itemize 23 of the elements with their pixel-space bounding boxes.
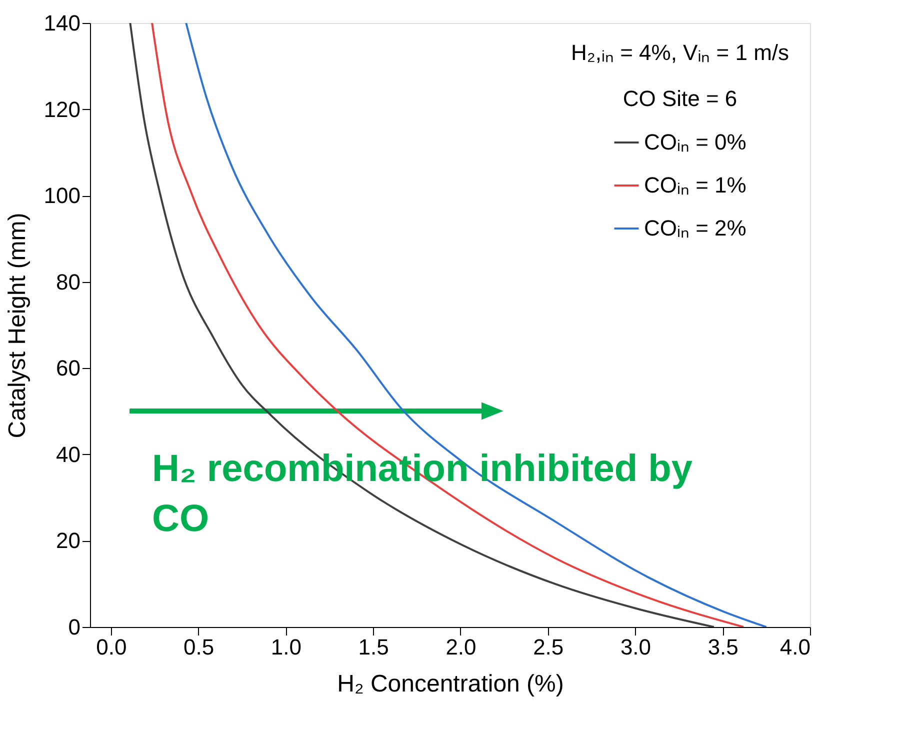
x-tick-label: 2.5 [533, 634, 564, 660]
x-tick-label: 0.5 [184, 634, 214, 660]
legend-title: H₂,ᵢₙ = 4%, Vᵢₙ = 1 m/s CO Site = 6 [570, 40, 790, 111]
y-tick-label: 60 [56, 356, 80, 381]
x-axis-title: H₂ Concentration (%) [337, 670, 564, 698]
x-tick-label: 2.0 [446, 634, 476, 660]
y-tick-label: 40 [56, 442, 80, 467]
y-tick-label: 140 [44, 10, 80, 36]
y-axis-title: Catalyst Height (mm) [4, 212, 31, 438]
x-tick-label: 1.0 [270, 634, 302, 660]
y-tick-label: 20 [56, 528, 80, 554]
legend-label: COᵢₙ = 1% [644, 172, 746, 198]
y-tick-label: 0 [68, 614, 80, 640]
x-tick-label: 3.0 [620, 634, 652, 660]
y-tick-label: 120 [44, 96, 80, 122]
y-tick-label: 80 [56, 269, 80, 294]
legend-label: COᵢₙ = 2% [644, 216, 746, 240]
x-tick-label: 4.0 [780, 634, 810, 660]
y-tick-label: 100 [44, 183, 80, 208]
x-tick-label: 1.5 [358, 634, 389, 660]
x-tick-label: 0.0 [96, 634, 127, 660]
x-tick-label: 3.5 [708, 634, 738, 660]
legend-label: COᵢₙ = 0% [644, 130, 746, 154]
